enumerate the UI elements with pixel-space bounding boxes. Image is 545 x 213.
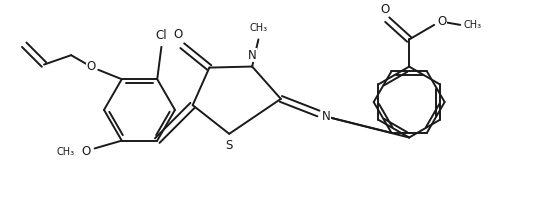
Text: O: O <box>82 145 91 158</box>
Text: CH₃: CH₃ <box>57 147 75 157</box>
Text: O: O <box>86 60 95 73</box>
Text: S: S <box>226 139 233 152</box>
Text: N: N <box>248 49 257 62</box>
Text: O: O <box>380 3 390 16</box>
Text: CH₃: CH₃ <box>464 20 482 30</box>
Text: CH₃: CH₃ <box>250 23 268 33</box>
Text: N: N <box>322 110 331 123</box>
Text: Cl: Cl <box>155 29 167 42</box>
Text: O: O <box>173 28 183 41</box>
Text: O: O <box>438 15 447 28</box>
